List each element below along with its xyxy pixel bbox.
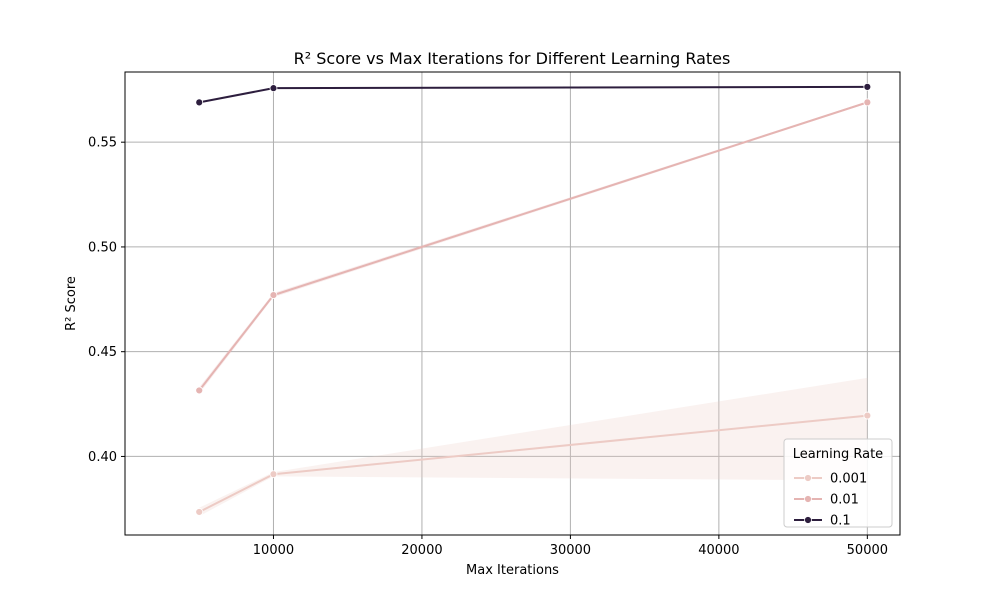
series-markers — [195, 82, 872, 516]
series-line-2 — [199, 85, 868, 104]
data-point — [195, 508, 204, 516]
legend-box — [783, 438, 893, 528]
legend-swatch-marker — [804, 474, 812, 482]
data-point — [195, 98, 204, 107]
plot-area-frame — [124, 71, 901, 536]
legend-label: 0.1 — [830, 514, 851, 529]
x-tick-label: 50000 — [847, 543, 888, 558]
x-tick-label: 40000 — [698, 543, 739, 558]
y-tick-label: 0.55 — [88, 136, 117, 151]
legend-title: Learning Rate — [793, 447, 883, 462]
ci-band-series-1 — [199, 101, 868, 394]
data-point — [269, 291, 278, 300]
x-tick-label: 30000 — [550, 543, 591, 558]
chart-title: R² Score vs Max Iterations for Different… — [294, 49, 731, 68]
legend-label: 0.001 — [830, 472, 867, 487]
legend: Learning Rate 0.001 0.01 0.1 — [783, 438, 893, 529]
confidence-bands — [199, 86, 868, 517]
legend-swatch-marker — [804, 495, 812, 503]
x-axis-label: Max Iterations — [466, 563, 559, 578]
legend-label: 0.01 — [830, 493, 859, 508]
data-point — [863, 98, 872, 107]
data-point — [269, 470, 278, 479]
x-axis-ticks: 10000 20000 30000 40000 50000 — [253, 535, 888, 558]
y-tick-label: 0.45 — [88, 345, 117, 360]
data-point — [863, 411, 872, 420]
legend-item: 0.1 — [794, 514, 851, 529]
legend-item: 0.001 — [794, 472, 867, 487]
legend-items: 0.001 0.01 0.1 — [794, 472, 867, 529]
data-point — [195, 386, 204, 395]
grid — [125, 72, 900, 535]
data-point — [863, 82, 872, 91]
x-tick-label: 10000 — [253, 543, 294, 558]
data-point — [269, 84, 278, 93]
legend-swatch-marker — [804, 516, 812, 524]
y-axis-label: R² Score — [64, 276, 79, 331]
x-tick-label: 20000 — [401, 543, 442, 558]
y-tick-label: 0.40 — [88, 450, 117, 465]
ci-band-series-2 — [199, 86, 868, 103]
series-line-1 — [198, 101, 868, 392]
ci-band-series-0 — [199, 377, 868, 517]
y-axis-ticks: 0.40 0.45 0.50 0.55 — [88, 136, 125, 465]
legend-item: 0.01 — [794, 493, 859, 508]
y-tick-label: 0.50 — [88, 240, 117, 255]
